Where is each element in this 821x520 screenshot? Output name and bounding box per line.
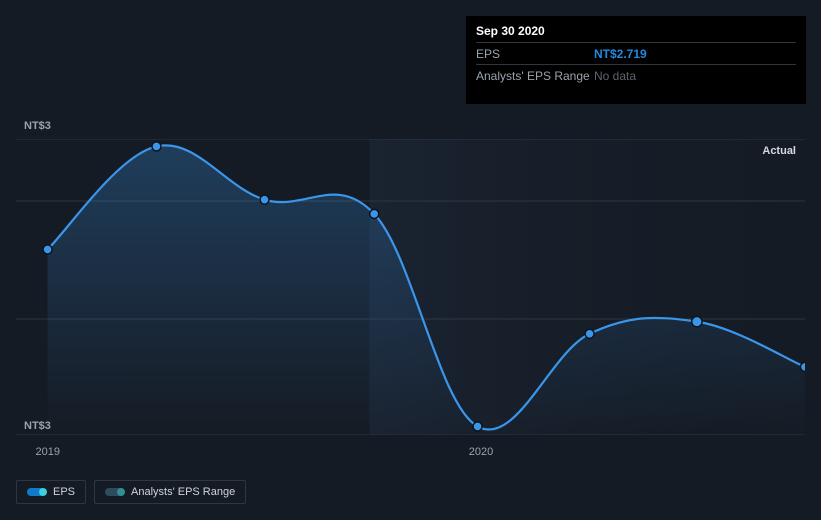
legend-item-eps[interactable]: EPS bbox=[16, 480, 86, 504]
legend: EPS Analysts' EPS Range bbox=[16, 480, 246, 504]
tooltip-row-range: Analysts' EPS Range No data bbox=[476, 65, 796, 87]
legend-label: Analysts' EPS Range bbox=[131, 486, 235, 498]
y-axis-top-label: NT$3 bbox=[24, 120, 51, 132]
legend-label: EPS bbox=[53, 486, 75, 498]
tooltip-row-eps: EPS NT$2.719 bbox=[476, 43, 796, 65]
tooltip-label: EPS bbox=[476, 43, 594, 65]
tooltip-value-eps: NT$2.719 bbox=[594, 43, 796, 65]
x-axis-label-2019: 2019 bbox=[36, 446, 60, 458]
tooltip-label: Analysts' EPS Range bbox=[476, 65, 594, 87]
eps-line-chart[interactable] bbox=[16, 139, 805, 435]
tooltip-table: EPS NT$2.719 Analysts' EPS Range No data bbox=[476, 42, 796, 86]
chart-container: Sep 30 2020 EPS NT$2.719 Analysts' EPS R… bbox=[0, 0, 821, 520]
x-axis-label-2020: 2020 bbox=[469, 446, 493, 458]
legend-swatch-range bbox=[105, 488, 123, 496]
tooltip-box: Sep 30 2020 EPS NT$2.719 Analysts' EPS R… bbox=[466, 16, 806, 104]
legend-swatch-eps bbox=[27, 488, 45, 496]
tooltip-date: Sep 30 2020 bbox=[476, 24, 796, 42]
tooltip-value-nodata: No data bbox=[594, 65, 796, 87]
legend-item-range[interactable]: Analysts' EPS Range bbox=[94, 480, 246, 504]
